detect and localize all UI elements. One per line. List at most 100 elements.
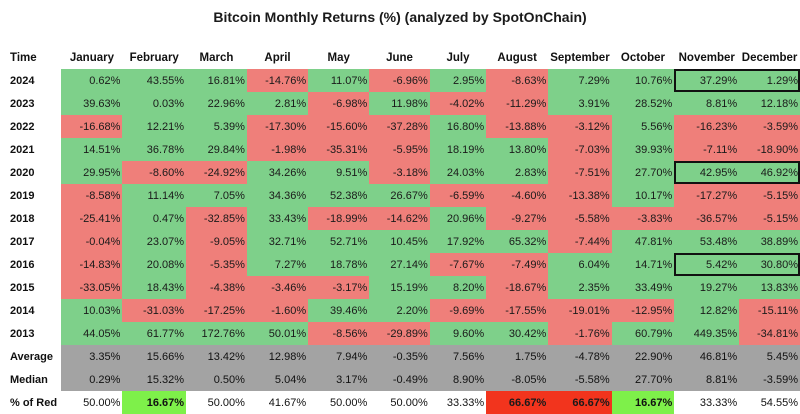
return-cell: 60.79%: [611, 322, 675, 345]
return-cell: -9.69%: [429, 299, 487, 322]
return-cell: -1.60%: [246, 299, 309, 322]
return-cell: -16.23%: [674, 115, 740, 138]
return-cell: 29.95%: [61, 161, 123, 184]
month-header: October: [620, 51, 666, 64]
stat-cell: 8.90%: [429, 368, 487, 391]
return-cell: -32.85%: [186, 207, 247, 230]
return-cell: 1.29%: [739, 69, 800, 92]
month-header: July: [446, 51, 470, 64]
return-cell: 5.39%: [186, 115, 247, 138]
return-cell: -34.81%: [739, 322, 800, 345]
return-cell: 172.76%: [186, 322, 247, 345]
return-cell: 33.43%: [246, 207, 309, 230]
return-cell: 50.01%: [246, 322, 309, 345]
row-label: 2021: [6, 138, 62, 161]
stat-cell: 15.66%: [122, 345, 187, 368]
return-cell: 2.20%: [369, 299, 430, 322]
stat-cell: 15.32%: [122, 368, 187, 391]
return-cell: 43.55%: [122, 69, 187, 92]
return-cell: -7.51%: [548, 161, 612, 184]
month-header: April: [264, 51, 291, 64]
return-cell: 10.76%: [611, 69, 675, 92]
return-cell: 34.26%: [246, 161, 309, 184]
return-cell: 44.05%: [61, 322, 123, 345]
stat-cell: 27.70%: [611, 368, 675, 391]
row-label: 2023: [6, 92, 62, 115]
return-cell: 27.70%: [611, 161, 675, 184]
return-cell: 9.51%: [308, 161, 370, 184]
return-cell: -8.56%: [308, 322, 370, 345]
stat-cell: -5.58%: [548, 368, 612, 391]
return-cell: 30.80%: [739, 253, 800, 276]
return-cell: -3.17%: [308, 276, 370, 299]
return-cell: 38.89%: [739, 230, 800, 253]
return-cell: 14.51%: [61, 138, 123, 161]
return-cell: 36.78%: [122, 138, 187, 161]
return-cell: -1.98%: [246, 138, 309, 161]
return-cell: -4.02%: [429, 92, 487, 115]
return-cell: 11.07%: [308, 69, 370, 92]
return-cell: -5.95%: [369, 138, 430, 161]
year-row: 2018 -25.41% 0.47% -32.85% 33.43% -18.99% -14.…: [6, 207, 800, 230]
stat-cell: 22.90%: [611, 345, 675, 368]
return-cell: 20.96%: [429, 207, 487, 230]
return-cell: 26.67%: [369, 184, 430, 207]
return-cell: -8.63%: [486, 69, 549, 92]
return-cell: -37.28%: [369, 115, 430, 138]
return-cell: 7.27%: [246, 253, 309, 276]
return-cell: 2.95%: [429, 69, 487, 92]
return-cell: 2.81%: [246, 92, 309, 115]
return-cell: 10.03%: [61, 299, 123, 322]
return-cell: -7.44%: [548, 230, 612, 253]
return-cell: -3.83%: [611, 207, 675, 230]
return-cell: 17.92%: [429, 230, 487, 253]
year-row: 2013 44.05% 61.77% 172.76% 50.01% -8.56% -29.8…: [6, 322, 800, 345]
return-cell: 22.96%: [186, 92, 247, 115]
row-label: 2014: [6, 299, 62, 322]
return-cell: -3.18%: [369, 161, 430, 184]
return-cell: 10.17%: [611, 184, 675, 207]
pct-red-cell: 50.00%: [308, 391, 370, 414]
row-label: Average: [6, 345, 62, 368]
return-cell: -7.67%: [429, 253, 487, 276]
return-cell: 42.95%: [674, 161, 740, 184]
return-cell: -3.46%: [246, 276, 309, 299]
stat-cell: 13.42%: [186, 345, 247, 368]
return-cell: -5.15%: [739, 207, 800, 230]
month-header: November: [678, 51, 735, 64]
pct-red-cell: 66.67%: [486, 391, 549, 414]
return-cell: 39.63%: [61, 92, 123, 115]
return-cell: -31.03%: [122, 299, 187, 322]
stat-cell: -3.59%: [739, 368, 800, 391]
return-cell: 9.60%: [429, 322, 487, 345]
return-cell: 12.18%: [739, 92, 800, 115]
return-cell: -3.59%: [739, 115, 800, 138]
year-row: 2015 -33.05% 18.43% -4.38% -3.46% -3.17% 15.19…: [6, 276, 800, 299]
return-cell: -29.89%: [369, 322, 430, 345]
return-cell: 29.84%: [186, 138, 247, 161]
stat-cell: 12.98%: [246, 345, 309, 368]
stat-cell: -0.35%: [369, 345, 430, 368]
return-cell: 16.80%: [429, 115, 487, 138]
return-cell: -8.60%: [122, 161, 187, 184]
return-cell: -6.59%: [429, 184, 487, 207]
pct-red-cell: 50.00%: [61, 391, 123, 414]
return-cell: 5.56%: [611, 115, 675, 138]
row-label: 2017: [6, 230, 62, 253]
return-cell: -18.99%: [308, 207, 370, 230]
pct-red-cell: 16.67%: [611, 391, 675, 414]
year-row: 2024 0.62% 43.55% 16.81% -14.76% 11.07% -6.96%…: [6, 69, 800, 92]
stat-row: Average 3.35% 15.66% 13.42% 12.98% 7.94% -0.35…: [6, 345, 800, 368]
return-cell: -5.15%: [739, 184, 800, 207]
return-cell: -7.11%: [674, 138, 740, 161]
return-cell: 53.48%: [674, 230, 740, 253]
stat-cell: 0.50%: [186, 368, 247, 391]
return-cell: -14.62%: [369, 207, 430, 230]
return-cell: 449.35%: [674, 322, 740, 345]
return-cell: 8.20%: [429, 276, 487, 299]
stat-cell: 3.17%: [308, 368, 370, 391]
year-row: 2023 39.63% 0.03% 22.96% 2.81% -6.98% 11.98% -4…: [6, 92, 800, 115]
year-row: 2017 -0.04% 23.07% -9.05% 32.71% 52.71% 10.45%…: [6, 230, 800, 253]
return-cell: -4.38%: [186, 276, 247, 299]
return-cell: 20.08%: [122, 253, 187, 276]
